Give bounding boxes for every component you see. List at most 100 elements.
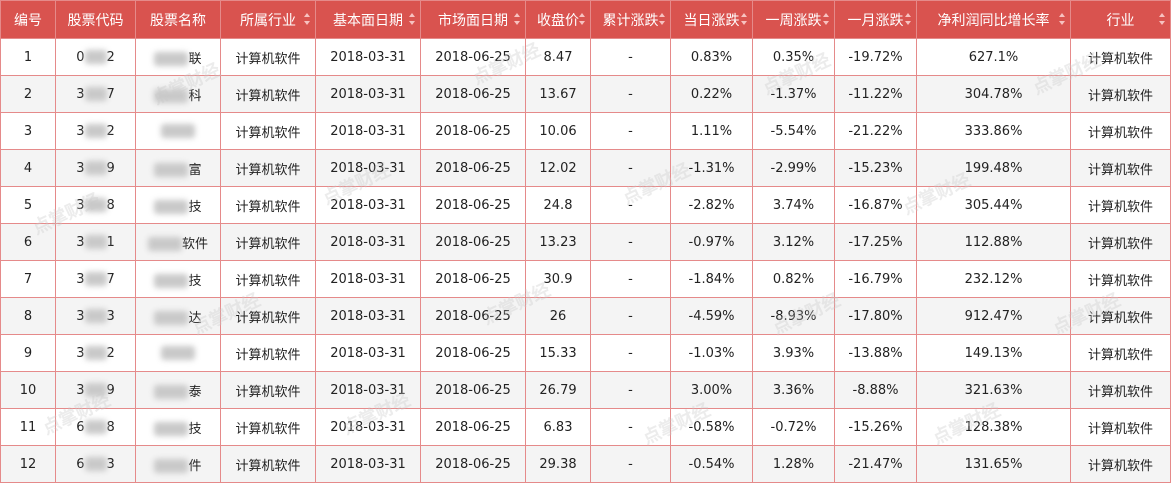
code-visible-suffix: 9 bbox=[106, 382, 115, 398]
sort-arrows-icon[interactable] bbox=[659, 13, 665, 25]
cell-id: 7 bbox=[0, 260, 56, 298]
cell-sector: 计算机软件 bbox=[220, 38, 316, 76]
sort-arrows-icon[interactable] bbox=[741, 13, 747, 25]
column-header-7[interactable]: 累计涨跌 bbox=[590, 0, 671, 39]
cell-industry: 计算机软件 bbox=[1070, 75, 1171, 113]
cell-week: 3.74% bbox=[752, 186, 835, 224]
table-row[interactable]: 2 3 7 科计算机软件 2018-03-31 2018-06-25 13.67-0.22%… bbox=[0, 75, 1171, 113]
column-header-3[interactable]: 所属行业 bbox=[220, 0, 316, 39]
cell-week: -1.37% bbox=[752, 75, 835, 113]
cell-market-date: 2018-06-25 bbox=[420, 186, 526, 224]
table-header-row: 编号 股票代码 股票名称 所属行业 基本面日期 市场面日期 收盘价 累计涨跌 当日涨跌 一周涨跌 一… bbox=[0, 0, 1171, 39]
cell-name: 泰 bbox=[135, 371, 221, 409]
cell-industry: 计算机软件 bbox=[1070, 445, 1171, 483]
cell-month: -13.88% bbox=[834, 334, 917, 372]
cell-name: 富 bbox=[135, 149, 221, 187]
table-row[interactable]: 5 3 8 技计算机软件 2018-03-31 2018-06-25 24.8- -2.82%… bbox=[0, 186, 1171, 224]
sort-arrows-icon[interactable] bbox=[905, 13, 911, 25]
cell-week: 0.82% bbox=[752, 260, 835, 298]
cell-cum: - bbox=[590, 445, 671, 483]
name-visible-suffix: 科 bbox=[188, 88, 202, 104]
cell-id: 4 bbox=[0, 149, 56, 187]
cell-market-date: 2018-06-25 bbox=[420, 112, 526, 150]
column-header-4[interactable]: 基本面日期 bbox=[315, 0, 421, 39]
cell-sector: 计算机软件 bbox=[220, 371, 316, 409]
code-visible-suffix: 2 bbox=[106, 49, 115, 65]
cell-basic-date: 2018-03-31 bbox=[315, 38, 421, 76]
column-header-6[interactable]: 收盘价 bbox=[525, 0, 591, 39]
redacted-blur bbox=[154, 385, 189, 399]
column-header-5[interactable]: 市场面日期 bbox=[420, 0, 526, 39]
cell-market-date: 2018-06-25 bbox=[420, 371, 526, 409]
cell-id: 3 bbox=[0, 112, 56, 150]
redacted-blur bbox=[154, 459, 189, 473]
column-header-12[interactable]: 行业 bbox=[1070, 0, 1171, 39]
cell-day: -4.59% bbox=[670, 297, 753, 335]
column-header-label: 基本面日期 bbox=[333, 12, 403, 29]
cell-cum: - bbox=[590, 223, 671, 261]
table-row[interactable]: 11 6 8 技计算机软件 2018-03-31 2018-06-25 6.83- -0.58… bbox=[0, 408, 1171, 446]
cell-cum: - bbox=[590, 334, 671, 372]
cell-growth: 149.13% bbox=[916, 334, 1071, 372]
cell-cum: - bbox=[590, 408, 671, 446]
table-row[interactable]: 7 3 7 技计算机软件 2018-03-31 2018-06-25 30.9- -1.84%… bbox=[0, 260, 1171, 298]
table-row[interactable]: 1 0 2 联计算机软件 2018-03-31 2018-06-25 8.47-0.83% 0… bbox=[0, 38, 1171, 76]
redacted-blur bbox=[84, 50, 107, 64]
cell-industry: 计算机软件 bbox=[1070, 334, 1171, 372]
cell-market-date: 2018-06-25 bbox=[420, 297, 526, 335]
table-row[interactable]: 10 3 9 泰计算机软件 2018-03-31 2018-06-25 26.79-3.00… bbox=[0, 371, 1171, 409]
table-row[interactable]: 6 3 1 软件 计算机软件 2018-03-31 2018-06-25 13.23- -0.9… bbox=[0, 223, 1171, 261]
redacted-blur bbox=[84, 235, 107, 249]
cell-market-date: 2018-06-25 bbox=[420, 260, 526, 298]
cell-close: 26.79 bbox=[525, 371, 591, 409]
cell-close: 12.02 bbox=[525, 149, 591, 187]
cell-cum: - bbox=[590, 260, 671, 298]
sort-arrows-icon[interactable] bbox=[823, 13, 829, 25]
cell-close: 24.8 bbox=[525, 186, 591, 224]
cell-id: 8 bbox=[0, 297, 56, 335]
cell-growth: 128.38% bbox=[916, 408, 1071, 446]
cell-close: 10.06 bbox=[525, 112, 591, 150]
cell-sector: 计算机软件 bbox=[220, 75, 316, 113]
table-row[interactable]: 3 3 2 计算机软件 2018-03-31 2018-06-25 10.06-1.11% -… bbox=[0, 112, 1171, 150]
cell-name: 技 bbox=[135, 260, 221, 298]
table-row[interactable]: 8 3 3 达计算机软件 2018-03-31 2018-06-25 26- -4.59% -8… bbox=[0, 297, 1171, 335]
cell-basic-date: 2018-03-31 bbox=[315, 445, 421, 483]
cell-day: 3.00% bbox=[670, 371, 753, 409]
name-visible-suffix: 达 bbox=[188, 310, 202, 326]
sort-arrows-icon[interactable] bbox=[1059, 13, 1065, 25]
redacted-blur bbox=[154, 274, 189, 288]
name-visible-suffix: 联 bbox=[188, 51, 202, 67]
sort-arrows-icon[interactable] bbox=[304, 13, 310, 25]
column-header-10[interactable]: 一月涨跌 bbox=[834, 0, 917, 39]
table-row[interactable]: 4 3 9 富计算机软件 2018-03-31 2018-06-25 12.02- -1.31… bbox=[0, 149, 1171, 187]
cell-market-date: 2018-06-25 bbox=[420, 408, 526, 446]
sort-arrows-icon[interactable] bbox=[579, 13, 585, 25]
cell-basic-date: 2018-03-31 bbox=[315, 371, 421, 409]
redacted-blur bbox=[154, 422, 189, 436]
column-header-8[interactable]: 当日涨跌 bbox=[670, 0, 753, 39]
cell-day: 1.11% bbox=[670, 112, 753, 150]
cell-sector: 计算机软件 bbox=[220, 186, 316, 224]
cell-growth: 305.44% bbox=[916, 186, 1071, 224]
column-header-11[interactable]: 净利润同比增长率 bbox=[916, 0, 1071, 39]
cell-industry: 计算机软件 bbox=[1070, 297, 1171, 335]
cell-industry: 计算机软件 bbox=[1070, 112, 1171, 150]
sort-arrows-icon[interactable] bbox=[514, 13, 520, 25]
cell-week: -5.54% bbox=[752, 112, 835, 150]
code-visible-prefix: 3 bbox=[76, 345, 85, 361]
sort-arrows-icon[interactable] bbox=[1159, 13, 1165, 25]
cell-month: -21.47% bbox=[834, 445, 917, 483]
code-visible-suffix: 3 bbox=[106, 308, 115, 324]
code-visible-suffix: 8 bbox=[106, 197, 115, 213]
cell-growth: 321.63% bbox=[916, 371, 1071, 409]
column-header-9[interactable]: 一周涨跌 bbox=[752, 0, 835, 39]
redacted-blur bbox=[84, 309, 107, 323]
column-header-label: 行业 bbox=[1106, 12, 1135, 29]
sort-arrows-icon[interactable] bbox=[409, 13, 415, 25]
table-row[interactable]: 12 6 3 件计算机软件 2018-03-31 2018-06-25 29.38- -0.5… bbox=[0, 445, 1171, 483]
table-row[interactable]: 9 3 2 计算机软件 2018-03-31 2018-06-25 15.33- -1.03%… bbox=[0, 334, 1171, 372]
cell-close: 13.67 bbox=[525, 75, 591, 113]
